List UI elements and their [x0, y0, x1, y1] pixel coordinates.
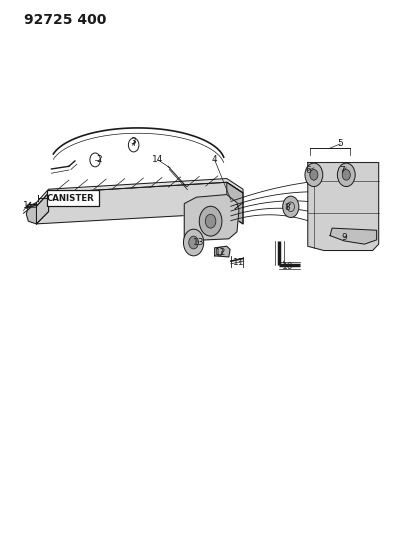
Bar [47, 190, 99, 206]
Text: 7: 7 [339, 166, 345, 175]
Circle shape [205, 214, 216, 228]
Text: 3: 3 [131, 137, 136, 146]
Circle shape [183, 229, 204, 256]
Circle shape [283, 196, 299, 217]
Polygon shape [36, 179, 243, 206]
Text: 13: 13 [193, 238, 204, 247]
Polygon shape [227, 182, 243, 224]
Polygon shape [308, 163, 379, 251]
Polygon shape [26, 203, 36, 224]
Polygon shape [215, 246, 230, 257]
Text: 92725 400: 92725 400 [24, 13, 107, 27]
Text: 1: 1 [23, 201, 29, 209]
Polygon shape [184, 195, 239, 241]
Polygon shape [330, 228, 377, 244]
Text: 6: 6 [305, 166, 311, 175]
Text: 14: 14 [152, 156, 164, 164]
Polygon shape [36, 193, 49, 224]
Polygon shape [36, 182, 243, 224]
Text: CANISTER: CANISTER [47, 194, 95, 203]
Text: 11: 11 [233, 258, 245, 266]
Text: 4: 4 [212, 156, 217, 164]
Text: 12: 12 [215, 248, 226, 256]
Circle shape [337, 163, 355, 187]
Text: 8: 8 [285, 204, 290, 212]
Circle shape [342, 169, 350, 180]
Text: 2: 2 [96, 156, 102, 164]
Text: 9: 9 [341, 233, 347, 241]
Circle shape [199, 206, 222, 236]
Text: 5: 5 [337, 140, 343, 148]
Circle shape [305, 163, 323, 187]
Circle shape [189, 236, 198, 249]
Text: 10: 10 [282, 262, 293, 271]
Circle shape [310, 169, 318, 180]
